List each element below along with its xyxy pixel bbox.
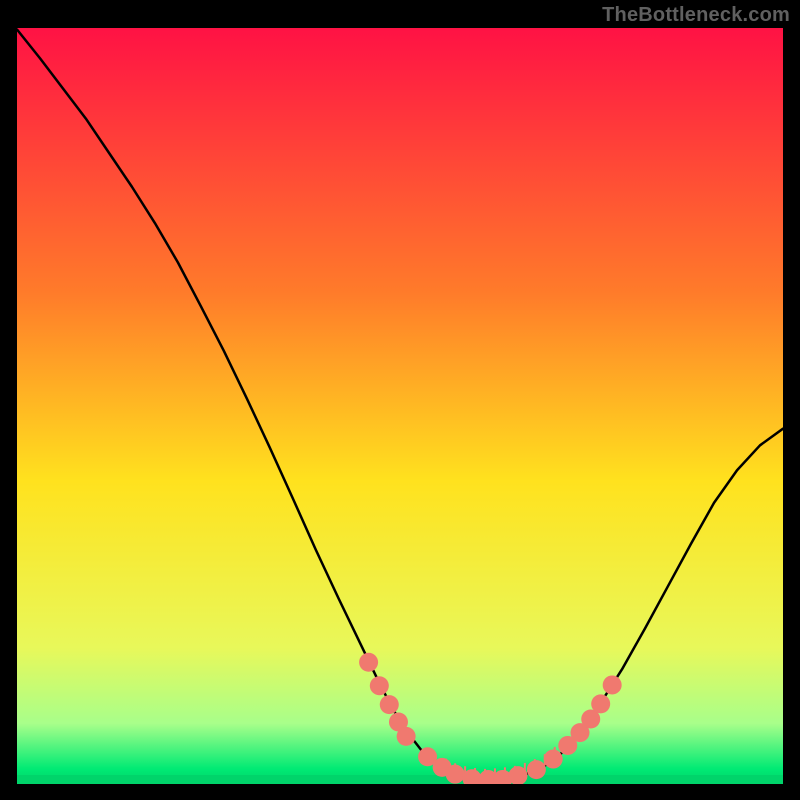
chart-frame: TheBottleneck.com xyxy=(0,0,800,800)
plot-area xyxy=(17,28,783,784)
watermark-label: TheBottleneck.com xyxy=(602,4,790,27)
chart-svg xyxy=(17,28,783,784)
